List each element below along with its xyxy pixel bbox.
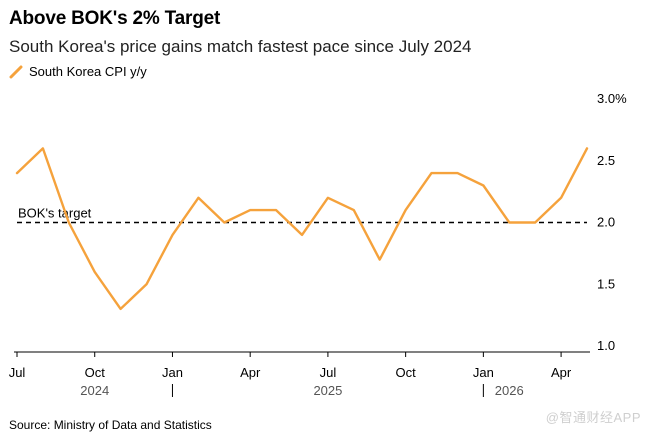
data-point xyxy=(508,221,510,223)
x-tick-label: Apr xyxy=(551,365,572,380)
data-point xyxy=(301,234,303,236)
data-point xyxy=(534,221,536,223)
data-point xyxy=(275,209,277,211)
x-year-label: 2024 xyxy=(80,383,109,398)
x-tick-label: Apr xyxy=(240,365,261,380)
series-line-cpi xyxy=(15,147,589,311)
legend-line-icon xyxy=(9,65,23,78)
x-tick-label: Jan xyxy=(162,365,183,380)
data-point xyxy=(456,172,458,174)
data-point xyxy=(223,221,225,223)
x-year-label: 2025 xyxy=(313,383,342,398)
x-tick-label: Oct xyxy=(85,365,106,380)
data-point xyxy=(379,258,381,260)
legend: South Korea CPI y/y xyxy=(9,64,147,79)
y-tick-label: 1.0 xyxy=(597,338,615,353)
y-tick-label: 2.5 xyxy=(597,153,615,168)
data-point xyxy=(560,197,562,199)
source-note: Source: Ministry of Data and Statistics xyxy=(9,418,212,432)
x-tick-label: Jan xyxy=(473,365,494,380)
data-point xyxy=(430,172,432,174)
data-point xyxy=(249,209,251,211)
data-point xyxy=(197,197,199,199)
chart-title: Above BOK's 2% Target xyxy=(9,8,221,29)
target-reference-label: BOK's target xyxy=(18,206,92,221)
data-point xyxy=(586,147,588,149)
x-tick-label: Oct xyxy=(396,365,417,380)
x-tick-label: Jul xyxy=(9,365,26,380)
data-point xyxy=(171,234,173,236)
data-point xyxy=(42,147,44,149)
data-point xyxy=(16,172,18,174)
data-point xyxy=(94,271,96,273)
x-year-label: 2026 xyxy=(495,383,524,398)
data-point xyxy=(68,221,70,223)
x-tick-label: Jul xyxy=(320,365,337,380)
data-point xyxy=(327,197,329,199)
watermark: @智通财经APP xyxy=(545,410,641,425)
data-point xyxy=(353,209,355,211)
data-point xyxy=(119,308,121,310)
y-tick-label: 3.0% xyxy=(597,91,627,106)
data-point xyxy=(404,209,406,211)
chart-subtitle: South Korea's price gains match fastest … xyxy=(9,37,472,56)
y-tick-label: 1.5 xyxy=(597,276,615,291)
y-tick-label: 2.0 xyxy=(597,215,615,230)
data-point xyxy=(482,184,484,186)
legend-label: South Korea CPI y/y xyxy=(29,64,147,79)
data-point xyxy=(145,283,147,285)
